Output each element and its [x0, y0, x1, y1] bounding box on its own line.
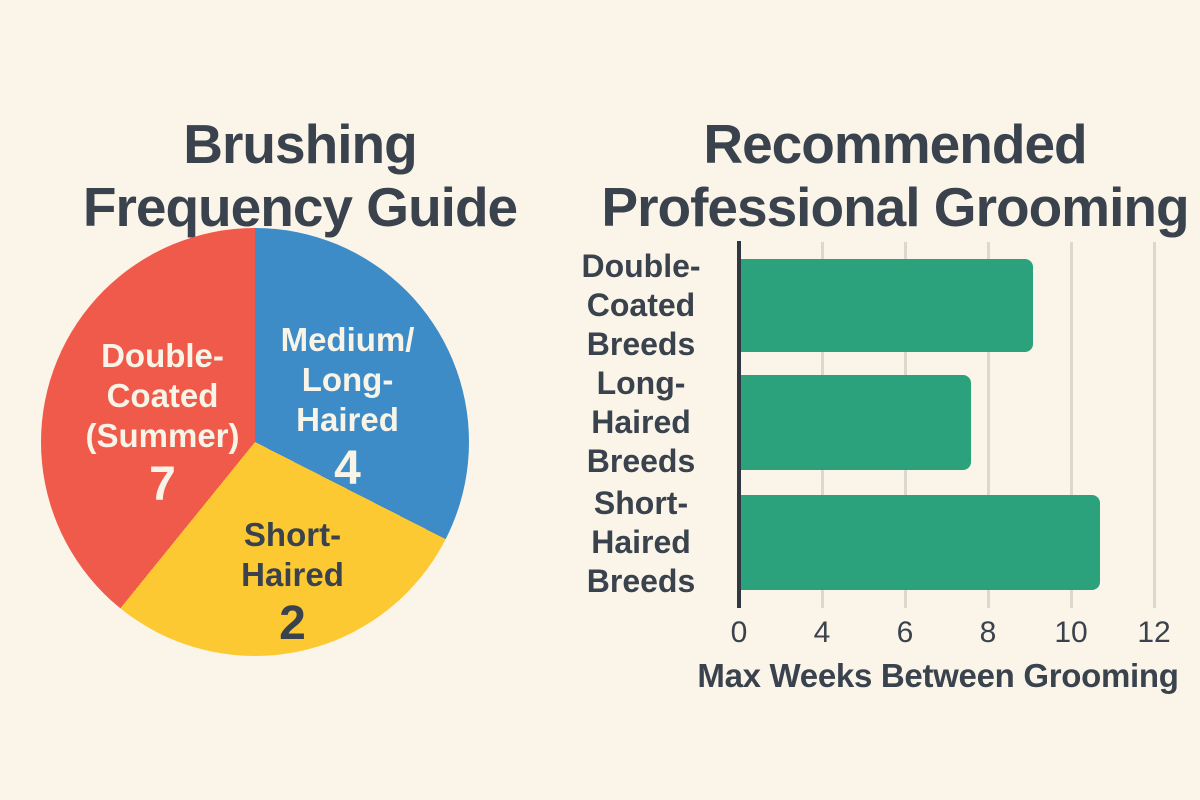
x-tick-label: 0 — [730, 616, 748, 649]
x-tick-label: 10 — [1054, 616, 1088, 649]
x-axis-label: Max Weeks Between Grooming — [697, 657, 1179, 694]
pie-slice-label-short-haired: Short- Haired 2 — [200, 515, 385, 651]
pie-chart — [41, 228, 469, 656]
gridline — [1153, 242, 1156, 608]
pie-label-line: Long- — [301, 361, 394, 398]
gridline — [987, 242, 990, 608]
bar-label-line: Haired — [591, 524, 691, 560]
y-axis-line — [737, 241, 741, 608]
x-tick-label: 6 — [896, 616, 914, 649]
bar-label-line: Short- — [593, 485, 689, 521]
pie-label-line: Haired — [296, 401, 399, 438]
pie-label-line: Short- — [243, 516, 342, 553]
x-tick-label: 4 — [813, 616, 831, 649]
pie-slice-value: 4 — [334, 442, 361, 495]
pie-title-line-1: Brushing — [183, 112, 417, 175]
pie-slice-label-medium-long-haired: Medium/ Long- Haired 4 — [255, 320, 440, 496]
pie-label-line: Medium/ — [280, 321, 415, 358]
x-tick-label: 12 — [1137, 616, 1171, 649]
bar-label-line: Breeds — [586, 326, 696, 362]
bar-title-line-2: Professional Grooming — [601, 175, 1189, 238]
pie-title-line-2: Frequency Guide — [82, 175, 518, 238]
pie-slice-label-double-coated: Double- Coated (Summer) 7 — [55, 336, 270, 512]
bar-short-haired-breeds — [741, 495, 1101, 590]
pie-label-line: Coated — [106, 377, 219, 414]
pie-label-line: Haired — [241, 556, 344, 593]
pie-slice-value: 7 — [149, 458, 176, 511]
pie-label-line: Double- — [101, 337, 224, 374]
bar-label-short-haired-breeds: Short- Haired Breeds — [566, 484, 716, 601]
pie-chart-title: Brushing Frequency Guide — [10, 113, 590, 239]
pie-label-line: (Summer) — [85, 417, 240, 454]
bar-title-line-1: Recommended — [703, 112, 1087, 175]
bar-label-double-coated-breeds: Double- Coated Breeds — [566, 247, 716, 364]
bar-double-coated-breeds — [741, 259, 1034, 352]
bar-label-line: Breeds — [586, 443, 696, 479]
bar-label-long-haired-breeds: Long- Haired Breeds — [566, 364, 716, 481]
bar-label-line: Breeds — [586, 563, 696, 599]
bar-long-haired-breeds — [741, 375, 971, 470]
gridline — [1070, 242, 1073, 608]
x-tick-label: 8 — [979, 616, 997, 649]
bar-label-line: Long- — [596, 365, 686, 401]
bar-label-line: Double- — [581, 248, 701, 284]
bar-label-line: Coated — [586, 287, 696, 323]
pie-slice-value: 2 — [279, 597, 306, 650]
bar-label-line: Haired — [591, 404, 691, 440]
bar-chart-title: Recommended Professional Grooming — [590, 113, 1200, 239]
